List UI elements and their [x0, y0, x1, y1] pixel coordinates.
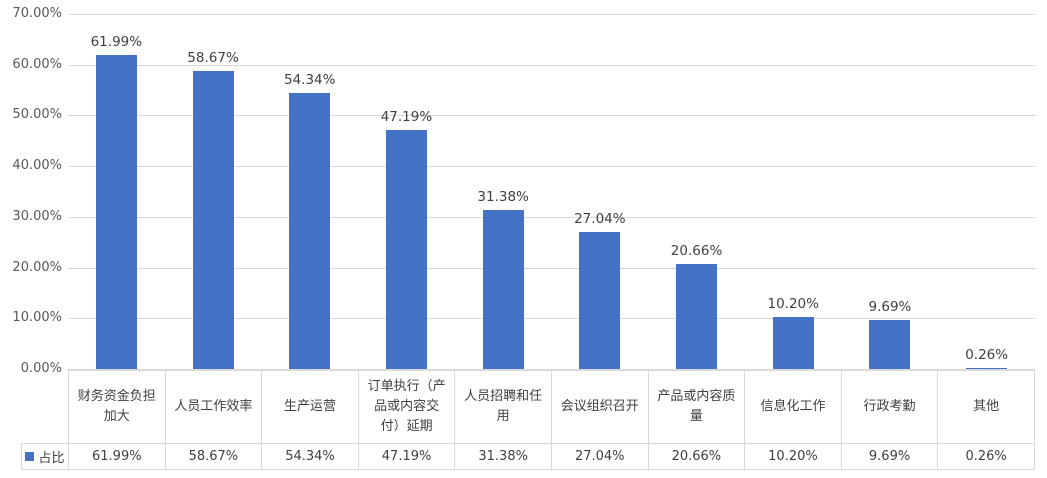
legend-label: 占比 — [38, 451, 65, 466]
bar-value-label: 20.66% — [670, 243, 723, 260]
category-header-cell: 财务资金负担加大 — [77, 388, 156, 424]
bar-value-label: 10.20% — [767, 296, 819, 313]
y-tick-label: 50.00% — [12, 107, 62, 123]
bar-value-label: 47.19% — [380, 108, 433, 125]
bar-9 — [869, 319, 911, 369]
category-header-cell: 其他 — [937, 371, 1034, 443]
category-header-cell: 行政考勤 — [840, 371, 938, 443]
y-tick-label: 10.00% — [12, 310, 62, 326]
value-row: 占比 61.99% 58.67% 54.34% 47.19% 31.38% 27.04% 2… — [21, 443, 1035, 470]
gridline — [68, 64, 1035, 66]
bar-value-label: 58.67% — [187, 50, 239, 67]
value-cell: 61.99% — [68, 444, 165, 469]
category-header-cell: 订单执行（产品或内容交付）延期 — [357, 371, 455, 443]
y-tick-label: 40.00% — [12, 158, 62, 174]
bar-10 — [966, 367, 1008, 369]
bar-5 — [482, 209, 524, 369]
gridline — [68, 14, 1035, 15]
bar-3 — [289, 93, 331, 369]
bar-value-label: 0.26% — [965, 346, 1009, 363]
gridline — [68, 115, 1035, 117]
bar-value-label: 31.38% — [477, 188, 529, 205]
value-cell: 27.04% — [550, 444, 648, 469]
category-header-cell: 产品或内容质量 — [647, 371, 745, 443]
value-cell: 20.66% — [647, 444, 745, 469]
value-cell: 54.34% — [261, 444, 358, 469]
category-header-row: 财务资金负担加大 人员工作效率 生产运营 订单执行（产品或内容交付）延期 人员招聘和任用… — [68, 370, 1035, 443]
gridline — [68, 166, 1035, 168]
bar-value-label: 61.99% — [90, 33, 143, 50]
y-tick-label: 0.00% — [20, 361, 62, 376]
gridline — [68, 318, 1035, 320]
value-cell: 0.26% — [937, 444, 1034, 469]
bar-value-label: 27.04% — [574, 210, 626, 227]
category-header-cell: 信息化工作 — [744, 371, 841, 443]
bar-value-label: 54.34% — [284, 72, 336, 89]
bar-8 — [772, 317, 814, 369]
category-header-cell: 人员招聘和任用 — [454, 371, 551, 443]
legend-cell: 占比 — [22, 444, 68, 469]
category-header-cell: 生产运营 — [261, 371, 358, 443]
gridline — [68, 267, 1035, 269]
bar-2 — [192, 71, 234, 369]
value-cell: 47.19% — [357, 444, 455, 469]
bar-7 — [676, 264, 718, 369]
bar-6 — [579, 231, 621, 369]
value-cell: 10.20% — [744, 444, 841, 469]
y-tick-label: 60.00% — [12, 56, 62, 72]
bar-value-label: 9.69% — [868, 298, 912, 315]
bar-4 — [385, 129, 427, 369]
value-cell: 58.67% — [164, 444, 262, 469]
y-tick-label: 20.00% — [12, 259, 62, 275]
bar-1 — [95, 54, 137, 369]
gridline — [68, 216, 1035, 218]
category-header-cell: 人员工作效率 — [164, 371, 262, 443]
category-header-cell: 会议组织召开 — [550, 371, 648, 443]
value-cell: 9.69% — [840, 444, 938, 469]
legend-marker-icon — [25, 452, 35, 461]
value-cell: 31.38% — [454, 444, 551, 469]
y-tick-label: 30.00% — [12, 208, 62, 224]
y-tick-label: 70.00% — [12, 6, 62, 21]
gridline — [68, 369, 1035, 370]
